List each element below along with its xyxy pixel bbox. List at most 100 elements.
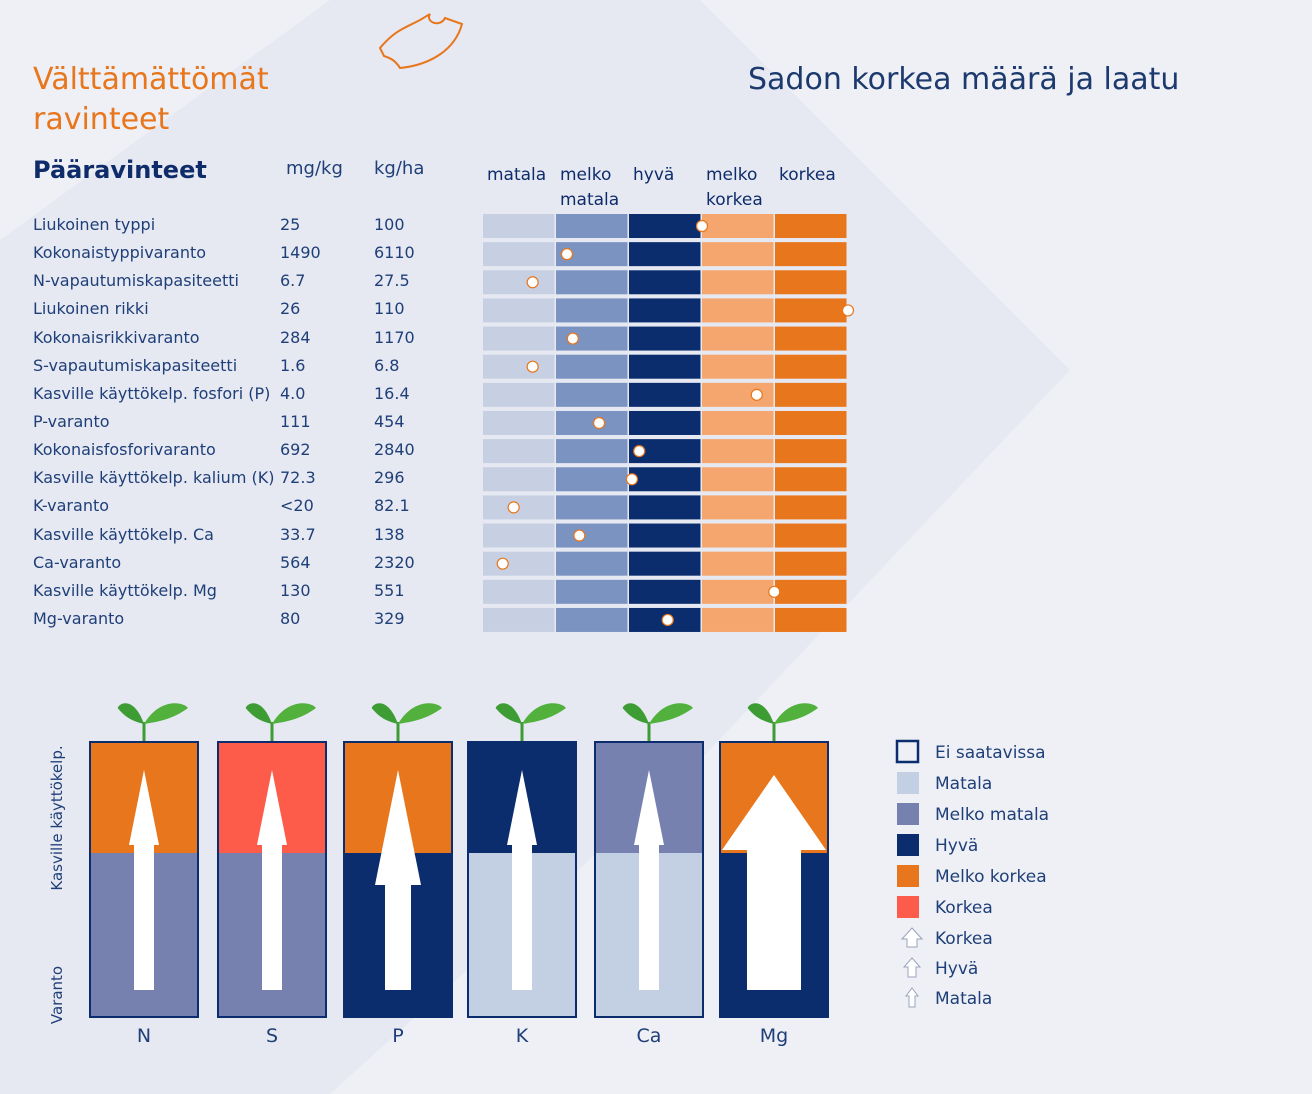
scale-band	[775, 410, 847, 435]
column-border	[467, 741, 577, 1018]
row-name: Kokonaisfosforivaranto	[33, 440, 216, 460]
scale-label: korkea	[779, 165, 836, 185]
scale-band	[629, 242, 701, 267]
scale-band	[556, 214, 628, 238]
sprout-leaf	[495, 703, 522, 724]
scale-band	[629, 523, 701, 548]
row-mg-kg: 692	[280, 440, 311, 460]
row-mg-kg: 1.6	[280, 355, 306, 375]
y-label: Kasville käyttökelp.	[48, 745, 66, 890]
scale-band	[483, 214, 555, 238]
sprout-leaf	[272, 703, 316, 724]
row-mg-kg: 72.3	[280, 468, 316, 488]
scale-band	[629, 326, 701, 351]
scale-band	[775, 270, 847, 295]
legend-swatch	[895, 739, 920, 764]
legend-label: Matala	[935, 774, 992, 794]
sprout-leaf	[144, 703, 188, 724]
scale-band	[775, 607, 847, 632]
scale-band	[483, 579, 555, 604]
sprout-leaf	[398, 703, 442, 724]
scale-band	[702, 607, 774, 632]
arrow	[257, 770, 287, 990]
legend-label: Matala	[935, 989, 992, 1009]
arrow	[129, 770, 159, 990]
row-kg-ha: 329	[374, 608, 405, 628]
legend-arrow	[900, 927, 924, 948]
level-dot	[526, 276, 539, 289]
legend-label: Korkea	[935, 898, 993, 918]
row-name: Kasville käyttökelp. Ca	[33, 524, 214, 544]
column-label: N	[137, 1025, 151, 1047]
table-title: Pääravinteet	[33, 156, 207, 184]
row-name: Ca-varanto	[33, 552, 122, 572]
sprout-leaf	[774, 703, 818, 724]
row-name: P-varanto	[33, 411, 110, 431]
row-mg-kg: 111	[280, 411, 311, 431]
scale-band	[702, 242, 774, 267]
scale-band	[775, 439, 847, 464]
column-border	[89, 741, 199, 1018]
legend-label: Hyvä	[935, 836, 978, 856]
scale-band	[775, 467, 847, 492]
scale-band	[629, 298, 701, 323]
row-kg-ha: 100	[374, 215, 405, 234]
scale-band	[483, 326, 555, 351]
scale-band	[483, 270, 555, 295]
level-dot	[768, 585, 781, 598]
scale-band	[702, 298, 774, 323]
scale-band	[775, 354, 847, 379]
scale-band	[775, 298, 847, 323]
level-dot	[661, 613, 674, 627]
scale-label: melko korkea	[706, 165, 763, 210]
level-dot	[526, 360, 539, 373]
arrow	[722, 775, 826, 990]
column-label: P	[392, 1025, 403, 1047]
scale-band	[556, 607, 628, 632]
scale-band	[483, 242, 555, 267]
arrow	[507, 770, 537, 990]
scale-band	[629, 495, 701, 520]
y-label: Varanto	[48, 966, 66, 1024]
legend-label: Ei saatavissa	[935, 743, 1046, 763]
level-dot	[633, 445, 646, 458]
column-border	[719, 741, 829, 1018]
scale-band	[483, 439, 555, 464]
scale-label: matala	[487, 165, 547, 185]
row-name: Kasville käyttökelp. Mg	[33, 580, 217, 600]
scale-band	[775, 495, 847, 520]
row-kg-ha: 82.1	[374, 496, 410, 516]
legend-swatch	[897, 803, 919, 825]
scale-band	[775, 382, 847, 407]
row-name: Kasville käyttökelp. kalium (K)	[33, 468, 275, 488]
column-label: K	[516, 1025, 529, 1047]
legend-arrow	[905, 987, 919, 1008]
scale-band	[629, 410, 701, 435]
sprout-leaf	[245, 703, 272, 724]
scale-band	[775, 551, 847, 576]
column-border	[343, 741, 453, 1018]
scale-band	[483, 354, 555, 379]
scale-band	[483, 551, 555, 576]
row-mg-kg: 564	[280, 552, 311, 572]
level-dot	[560, 248, 574, 261]
sprout-leaf	[117, 703, 144, 724]
scale-band	[702, 579, 774, 604]
row-name: Kasville käyttökelp. fosfori (P)	[33, 383, 271, 403]
column-header: kg/ha	[374, 158, 425, 179]
scale-band	[483, 607, 555, 632]
scale-band	[556, 467, 628, 492]
row-name: Kokonaisrikkivaranto	[33, 327, 200, 347]
legend-label: Hyvä	[935, 959, 978, 979]
scale-band	[556, 382, 628, 407]
arrow	[375, 770, 421, 990]
row-kg-ha: 2320	[374, 552, 415, 572]
scale-band	[629, 354, 701, 379]
level-dot	[496, 557, 509, 570]
legend-swatch	[897, 865, 919, 887]
row-kg-ha: 6110	[374, 243, 415, 263]
scale-band	[556, 579, 628, 604]
level-dot	[592, 416, 606, 430]
